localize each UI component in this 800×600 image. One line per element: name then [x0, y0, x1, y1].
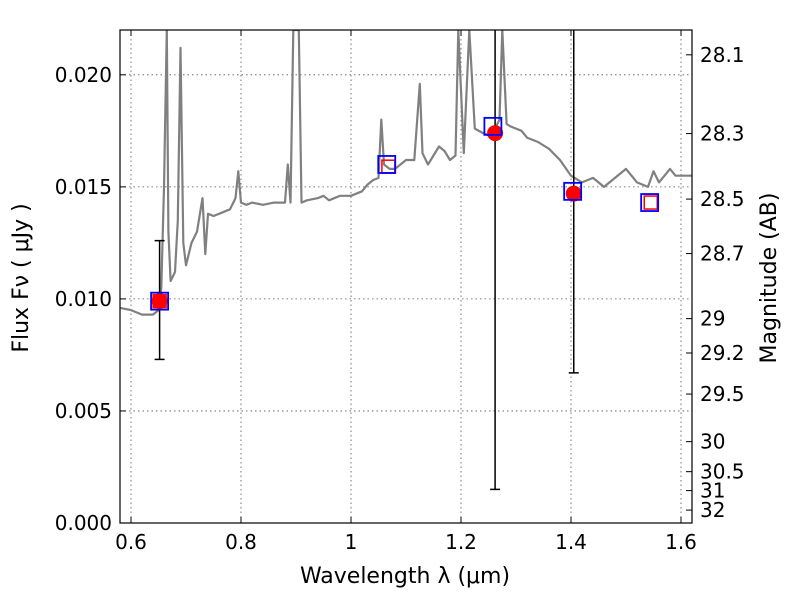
synthetic-box	[152, 293, 167, 309]
x-tick-label: 1.6	[665, 530, 697, 554]
x-tick-label: 1	[345, 530, 358, 554]
x-tick-label: 0.6	[115, 530, 147, 554]
model-box	[640, 193, 660, 212]
right-tick-label: 32	[700, 498, 725, 522]
observed-point	[151, 293, 168, 310]
x-axis-label: Wavelength λ (μm)	[300, 564, 510, 589]
y-tick-label: 0.005	[55, 399, 112, 423]
photometry-points	[150, 116, 660, 311]
error-bars	[154, 30, 579, 491]
y-axis-label-left: Flux Fν ( μJy )	[9, 203, 34, 352]
right-tick-label: 31	[700, 479, 725, 503]
y-tick-label: 0.000	[55, 511, 112, 535]
spectrum-line	[120, 30, 692, 316]
model-box	[377, 155, 397, 174]
plot-frame	[119, 29, 693, 524]
right-tick-label: 28.7	[700, 242, 745, 266]
spectrum-series	[120, 30, 692, 316]
y-axis-label-right: Magnitude (AB)	[757, 193, 782, 364]
x-tick-label: 1.2	[445, 530, 477, 554]
right-tick-label: 30	[700, 430, 725, 454]
model-box	[150, 291, 170, 311]
right-tick-label: 29	[700, 307, 725, 331]
right-tick-label: 28.1	[700, 43, 745, 67]
x-tick-label: 0.8	[225, 530, 257, 554]
synthetic-box	[643, 195, 658, 210]
model-box	[483, 116, 503, 136]
y-tick-label: 0.015	[55, 175, 112, 199]
y-axis-ticks: 0.000 0.005 0.010 0.015 0.020	[55, 63, 126, 535]
y-tick-label: 0.010	[55, 287, 112, 311]
right-tick-label: 28.5	[700, 187, 745, 211]
right-tick-label: 29.2	[700, 341, 745, 365]
right-tick-label: 28.3	[700, 122, 745, 146]
observed-point	[487, 125, 504, 142]
y-tick-label: 0.020	[55, 63, 112, 87]
model-box	[563, 181, 583, 201]
x-axis-ticks: 0.6 0.8 1 1.2 1.4 1.6	[115, 30, 697, 554]
x-tick-label: 1.4	[555, 530, 587, 554]
observed-point	[565, 185, 582, 202]
grid-lines	[120, 30, 692, 524]
right-tick-label: 30.5	[700, 460, 745, 484]
right-tick-label: 29.5	[700, 382, 745, 406]
